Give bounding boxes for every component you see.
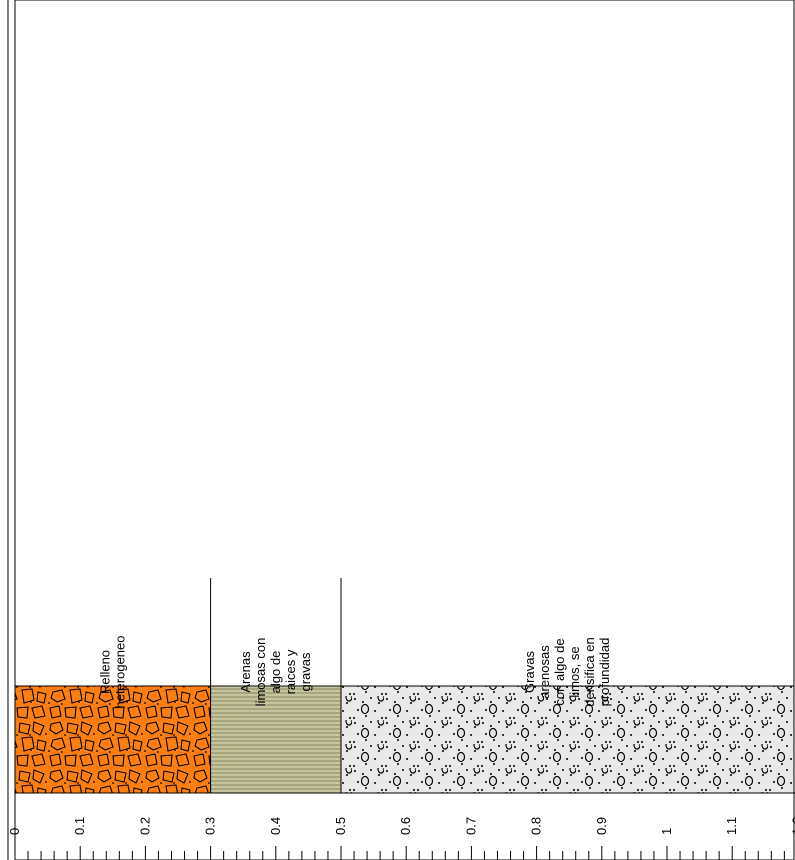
log-frame [14, 0, 795, 860]
depth-tick-label: 1 [659, 828, 674, 835]
depth-tick-label: 0.2 [137, 817, 152, 835]
layer-description-line: densifica en [582, 637, 597, 706]
depth-tick-label: 0.1 [72, 817, 87, 835]
depth-tick-label: 0.7 [463, 817, 478, 835]
layer-description-line: arenosas [537, 645, 552, 699]
layer-description-3: Gravas arenosas con algo de limos, se densif… [522, 637, 612, 706]
depth-tick-label: 0.6 [398, 817, 413, 835]
layer-description-line: algo de [268, 651, 283, 694]
layer-description-1: Relleno heterogeneo [97, 635, 127, 708]
depth-tick-label: 0.4 [268, 817, 283, 835]
layer-description-line: Relleno [97, 650, 112, 694]
layer-description-line: limosas con [253, 638, 268, 707]
depth-tick-label: 0.8 [529, 817, 544, 835]
layer-descriptions: Relleno heterogeneo Arenas limosas con algo … [97, 635, 612, 708]
depth-tick-label: 0.5 [333, 817, 348, 835]
soil-layer-2 [210, 685, 342, 794]
depth-tick-label: 0.3 [203, 817, 218, 835]
depth-ticks: 0 0.1 0.2 0.3 0.4 0.5 0.6 0.7 0.8 0.9 1 1.1 1.2 [7, 817, 795, 860]
layer-description-line: Arenas [238, 651, 253, 693]
layer-description-line: con algo de [552, 638, 567, 705]
soil-layer-1 [14, 685, 212, 794]
depth-tick-label: 1.1 [724, 817, 739, 835]
soil-layers [14, 578, 795, 794]
layer-description-2: Arenas limosas con algo de raices y gravas [238, 638, 313, 707]
layer-description-line: limos, se [567, 646, 582, 697]
depth-tick-label: 0 [7, 828, 22, 835]
depth-tick-label: 0.9 [594, 817, 609, 835]
layer-description-line: raices y [283, 649, 298, 694]
layer-description-line: heterogeneo [112, 635, 127, 708]
depth-tick-label: 1.2 [789, 817, 795, 835]
layer-description-line: gravas [298, 652, 313, 692]
layer-description-line: profundidad [597, 638, 612, 707]
soil-layer-3 [340, 685, 795, 794]
layer-description-line: Gravas [522, 651, 537, 693]
